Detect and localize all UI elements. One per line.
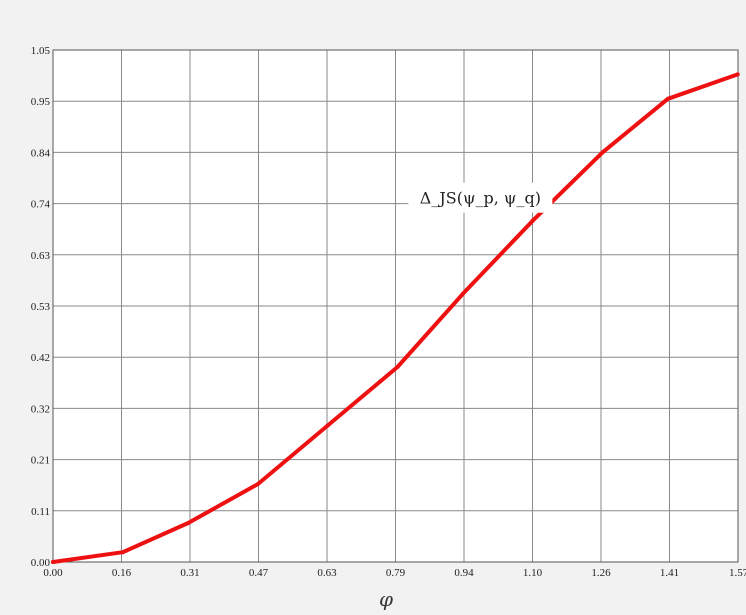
data-point [186, 520, 191, 525]
plot-frame [52, 49, 739, 563]
x-tick-label: 0.16 [112, 567, 132, 579]
x-tick-label: 0.63 [317, 567, 337, 579]
data-point [395, 364, 400, 369]
data-point [530, 218, 535, 223]
y-tick-label: 0.84 [31, 147, 51, 159]
data-point [735, 72, 740, 77]
x-tick-label: 1.57 [729, 567, 746, 579]
x-tick-label: 0.00 [43, 567, 63, 579]
data-point [600, 150, 605, 155]
y-tick-label: 0.00 [31, 557, 51, 569]
x-tick-label: 1.26 [591, 567, 611, 579]
x-tick-labels: 0.00 0.16 0.31 0.47 0.63 0.79 0.94 1.10 1.26 1.41… [43, 567, 746, 579]
x-tick-label: 1.41 [660, 567, 679, 579]
y-tick-label: 0.11 [31, 506, 50, 518]
y-tick-label: 1.05 [31, 45, 51, 57]
y-tick-label: 0.63 [31, 250, 51, 262]
annotation-layer: Δ_JS(ψ_p, ψ_q) [408, 182, 553, 213]
y-tick-label: 0.53 [31, 301, 51, 313]
annotation-background [408, 182, 553, 213]
data-point [255, 481, 260, 486]
x-axis-label: φ [379, 587, 393, 611]
y-tick-label: 0.21 [31, 455, 50, 467]
y-tick-label: 0.32 [31, 403, 50, 415]
data-point [325, 423, 330, 428]
series-layer [51, 72, 740, 564]
y-tick-label: 0.95 [31, 96, 51, 108]
y-tick-label: 0.42 [31, 352, 50, 364]
annotation-label: Δ_JS(ψ_p, ψ_q) [420, 189, 541, 208]
x-tick-label: 0.79 [386, 567, 406, 579]
data-point [120, 550, 125, 555]
x-tick-label: 0.31 [180, 567, 199, 579]
y-tick-label: 0.74 [31, 199, 51, 211]
x-tick-label: 1.10 [523, 567, 543, 579]
x-tick-label: 0.94 [454, 567, 474, 579]
data-point [460, 291, 465, 296]
data-point [665, 96, 670, 101]
grid [52, 49, 739, 563]
data-point [51, 560, 55, 564]
y-tick-labels: 0.00 0.11 0.21 0.32 0.42 0.53 0.63 0.74 0.84 0.95… [31, 45, 51, 569]
x-tick-label: 0.47 [249, 567, 269, 579]
